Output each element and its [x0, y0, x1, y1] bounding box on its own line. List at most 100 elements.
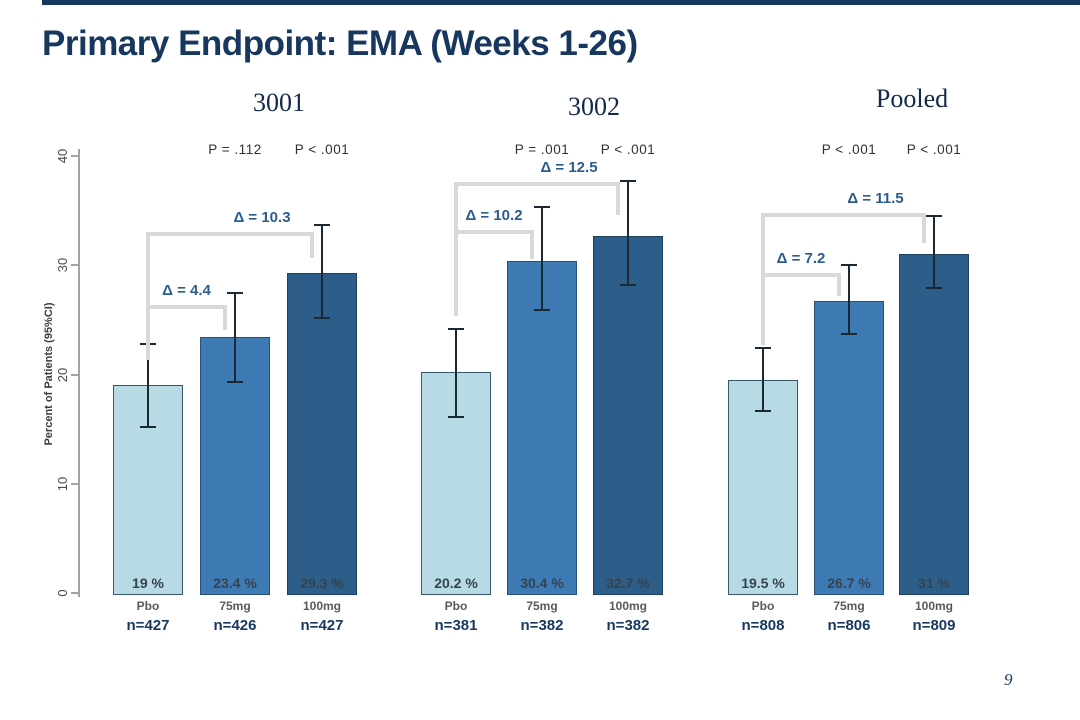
error-bar-cap-bottom — [755, 409, 771, 412]
x-category-label: 75mg — [219, 599, 251, 613]
p-value-label: P = .112 — [208, 142, 262, 157]
error-bar-cap-top — [841, 264, 857, 267]
delta-bracket-horizontal — [146, 232, 314, 237]
bar-100mg: 31 % — [899, 254, 969, 595]
x-category-label: Pbo — [136, 599, 160, 613]
error-bar-cap-top — [448, 327, 464, 330]
error-bar-line — [933, 216, 935, 289]
x-category-label: 75mg — [833, 599, 865, 613]
x-category-label: 75mg — [526, 599, 558, 613]
y-tick-label: 0 — [55, 589, 70, 597]
n-label: n=809 — [912, 617, 956, 634]
bar-75mg: 26.7 % — [814, 301, 884, 595]
error-bar-cap-top — [755, 347, 771, 350]
error-bar-cap-bottom — [620, 283, 636, 286]
x-category-label: Pbo — [444, 599, 468, 613]
delta-bracket-right-vertical — [837, 272, 841, 296]
n-label: n=806 — [827, 617, 871, 634]
delta-label: Δ = 11.5 — [847, 189, 904, 207]
error-bar-line — [455, 328, 457, 418]
delta-label: Δ = 10.2 — [465, 207, 523, 225]
delta-bracket-horizontal — [454, 230, 534, 235]
y-axis-tick — [71, 155, 79, 157]
x-category-label: Pbo — [751, 599, 775, 613]
delta-label: Δ = 10.3 — [233, 209, 291, 227]
p-value-label: P < .001 — [294, 142, 350, 157]
delta-label: Δ = 4.4 — [162, 281, 211, 299]
y-axis-tick — [71, 264, 79, 267]
error-bar-cap-bottom — [841, 333, 857, 336]
error-bar-cap-top — [227, 291, 243, 294]
n-label: n=381 — [434, 617, 478, 634]
bar-100mg: 32.7 % — [593, 235, 663, 595]
error-bar-cap-bottom — [926, 287, 942, 290]
error-bar-cap-top — [314, 223, 330, 226]
error-bar-cap-bottom — [140, 425, 156, 428]
error-bar-line — [234, 292, 236, 383]
x-category-label: 100mg — [914, 599, 954, 613]
delta-bracket-horizontal — [454, 182, 620, 187]
top-rule — [42, 0, 1080, 5]
p-value-label: P < .001 — [600, 142, 656, 157]
panel-header-pooled: Pooled — [875, 84, 949, 113]
delta-bracket-horizontal — [146, 304, 227, 309]
n-label: n=808 — [741, 617, 785, 634]
delta-bracket-horizontal — [761, 272, 841, 277]
bar-value-label: 30.4 % — [520, 574, 564, 591]
error-bar-line — [321, 224, 323, 318]
bar-value-label: 20.2 % — [434, 574, 478, 591]
delta-bracket-horizontal — [761, 212, 926, 217]
delta-bracket-left-vertical — [454, 182, 458, 316]
error-bar-line — [147, 343, 149, 427]
y-axis-tick — [71, 373, 79, 376]
bar-pbo: 19.5 % — [728, 379, 798, 595]
delta-label: Δ = 7.2 — [776, 249, 826, 267]
y-axis-tick — [71, 482, 79, 485]
bar-value-label: 26.7 % — [827, 574, 871, 591]
page-number: 9 — [1004, 670, 1013, 689]
n-label: n=427 — [126, 617, 170, 634]
delta-bracket-right-vertical — [616, 182, 620, 215]
y-axis-title: Percent of Patients (95%CI) — [43, 302, 55, 446]
n-label: n=427 — [300, 617, 344, 634]
error-bar-line — [848, 265, 850, 335]
p-value-label: P < .001 — [906, 142, 962, 157]
n-label: n=382 — [520, 617, 564, 634]
error-bar-cap-bottom — [534, 309, 550, 312]
delta-bracket-left-vertical — [761, 212, 765, 345]
y-axis-tick — [71, 592, 79, 594]
bar-value-label: 23.4 % — [213, 574, 257, 591]
error-bar-cap-top — [926, 215, 942, 218]
error-bar-line — [627, 181, 629, 285]
delta-bracket-right-vertical — [223, 304, 227, 330]
error-bar-cap-bottom — [227, 381, 243, 384]
bar-value-label: 19.5 % — [741, 574, 785, 591]
bar-value-label: 32.7 % — [606, 574, 650, 591]
error-bar-cap-bottom — [314, 316, 330, 319]
delta-bracket-right-vertical — [922, 212, 926, 244]
bar-value-label: 31 % — [918, 574, 950, 591]
bar-value-label: 29.3 % — [300, 574, 344, 591]
panel-header-3002: 3002 — [568, 92, 620, 121]
p-value-label: P = .001 — [514, 142, 570, 157]
delta-bracket-left-vertical — [146, 232, 150, 361]
y-tick-label: 30 — [55, 258, 70, 273]
slide-title: Primary Endpoint: EMA (Weeks 1-26) — [42, 24, 638, 63]
bar-75mg: 30.4 % — [507, 260, 577, 595]
n-label: n=426 — [213, 617, 257, 634]
delta-bracket-right-vertical — [530, 230, 534, 259]
p-value-label: P < .001 — [821, 142, 877, 157]
panel-header-3001: 3001 — [253, 88, 305, 117]
x-category-label: 100mg — [302, 599, 342, 613]
y-tick-label: 10 — [55, 476, 70, 491]
error-bar-line — [762, 348, 764, 411]
y-tick-label: 40 — [55, 148, 70, 164]
error-bar-cap-bottom — [448, 416, 464, 419]
y-axis-line — [78, 149, 80, 597]
x-category-label: 100mg — [608, 599, 648, 613]
error-bar-cap-top — [620, 180, 636, 183]
delta-label: Δ = 12.5 — [540, 159, 598, 177]
bar-value-label: 19 % — [132, 574, 164, 591]
delta-bracket-right-vertical — [310, 232, 314, 258]
